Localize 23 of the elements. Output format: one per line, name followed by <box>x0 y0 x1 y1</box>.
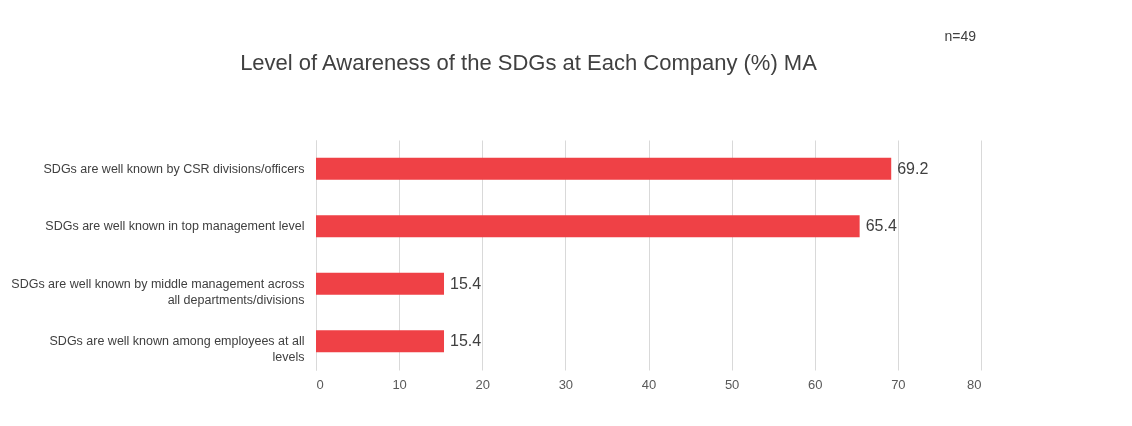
bar <box>316 272 445 295</box>
x-tick-label: 20 <box>475 376 490 392</box>
x-tick-label: 70 <box>891 376 906 392</box>
x-tick-label: 40 <box>641 376 657 392</box>
y-tick-label: SDGs are well known by CSR divisions/officers <box>43 161 305 176</box>
data-label: 69.2 <box>897 159 929 177</box>
data-label: 15.4 <box>450 332 482 350</box>
text: n=49 <box>944 28 977 44</box>
data-label: 15.4 <box>450 274 482 292</box>
x-tick-label: 10 <box>392 376 407 392</box>
bar <box>316 157 892 180</box>
y-tick-label: SDGs are well known in top management level <box>45 219 305 234</box>
x-tick-label: 60 <box>808 376 823 392</box>
y-tick-label: SDGs are well known by middle management across all departments/divisions <box>11 276 305 307</box>
data-label: 65.4 <box>865 217 897 235</box>
x-tick-label: 50 <box>724 376 740 392</box>
chart-title: Level of Awareness of the SDGs at Each Company (%) MA <box>240 50 818 75</box>
y-tick-label: SDGs are well known among employees at all levels <box>49 334 305 365</box>
bar <box>316 215 860 238</box>
bar <box>316 330 445 353</box>
x-tick-label: 0 <box>316 376 324 392</box>
x-tick-label: 30 <box>558 376 574 392</box>
x-tick-label: 80 <box>967 376 982 392</box>
